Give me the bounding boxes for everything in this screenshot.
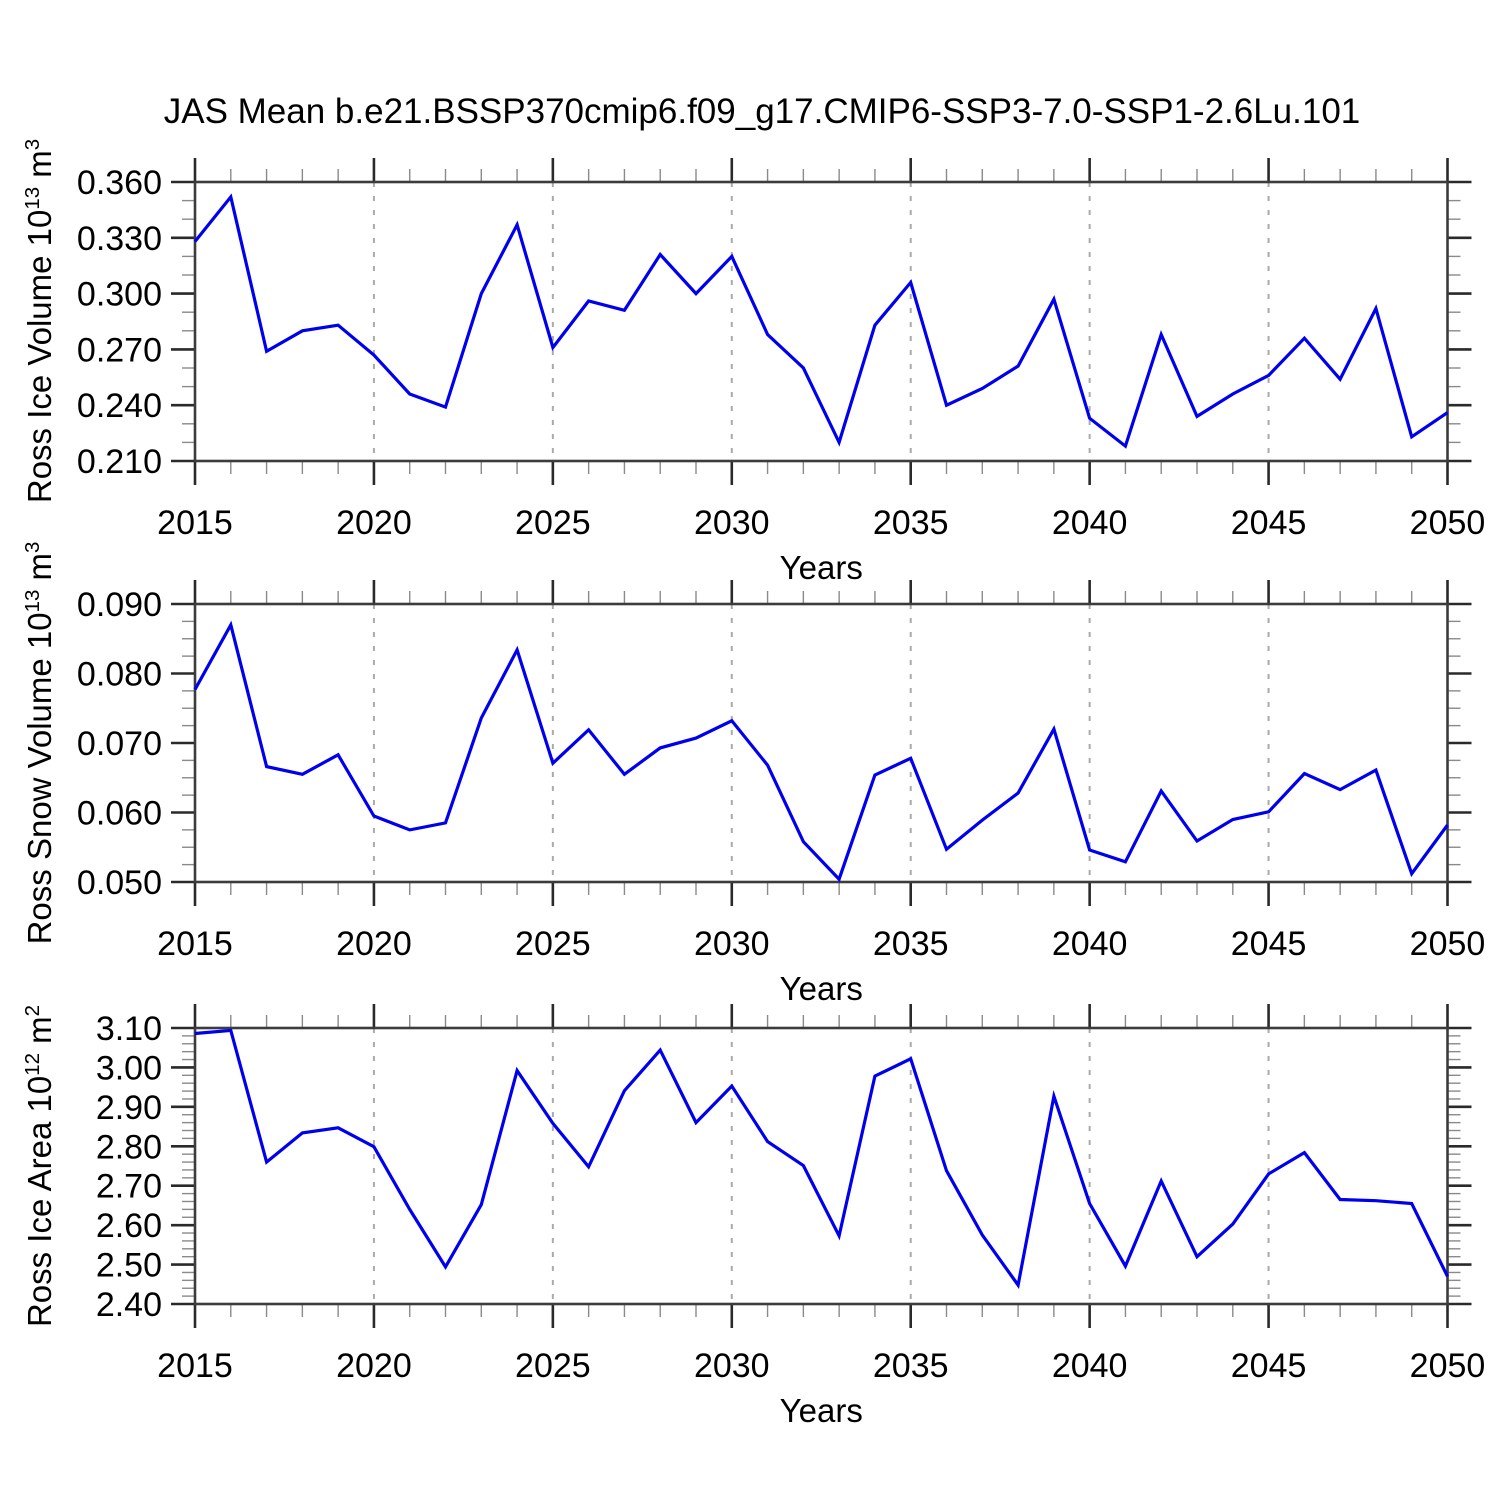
series-line (193, 193, 1449, 449)
plot-frame (193, 1026, 1449, 1306)
plot-frame (193, 602, 1449, 884)
x-tick-label: 2015 (157, 925, 233, 963)
x-tick-label: 2045 (1231, 925, 1307, 963)
x-tick-label: 2015 (157, 504, 233, 542)
y-tick-label: 3.00 (96, 1049, 162, 1087)
y-tick-label: 0.090 (77, 586, 162, 624)
x-tick-label: 2025 (515, 1347, 591, 1385)
x-axis-title: Years (780, 549, 863, 586)
x-tick-label: 2035 (873, 925, 949, 963)
x-tick-label: 2030 (694, 504, 770, 542)
x-tick-label: 2050 (1410, 504, 1486, 542)
x-tick-label: 2040 (1052, 504, 1128, 542)
x-tick-label: 2045 (1231, 1347, 1307, 1385)
x-tick-label: 2020 (336, 1347, 412, 1385)
y-tick-label: 2.70 (96, 1168, 162, 1206)
x-tick-label: 2020 (336, 925, 412, 963)
y-tick-label: 0.070 (77, 725, 162, 763)
y-tick-label: 2.50 (96, 1247, 162, 1285)
y-tick-label: 0.080 (77, 656, 162, 694)
x-tick-label: 2040 (1052, 1347, 1128, 1385)
series-line (193, 620, 1449, 883)
y-tick-label: 0.330 (77, 220, 162, 258)
x-tick-label: 2035 (873, 504, 949, 542)
y-tick-label: 0.210 (77, 443, 162, 481)
x-axis-title: Years (780, 1392, 863, 1429)
x-tick-label: 2045 (1231, 504, 1307, 542)
y-tick-label: 0.060 (77, 795, 162, 833)
y-tick-label: 2.80 (96, 1128, 162, 1166)
x-tick-label: 2050 (1410, 925, 1486, 963)
y-tick-label: 2.40 (96, 1286, 162, 1324)
plot-frame (193, 180, 1449, 463)
x-tick-label: 2025 (515, 925, 591, 963)
chart-0: 0.210 0.240 0.270 0.300 0.330 0.360 2015 2020 20… (77, 158, 1485, 586)
y-tick-label: 2.60 (96, 1207, 162, 1245)
x-axis-title: Years (780, 970, 863, 1007)
series-line (194, 1028, 1449, 1290)
x-tick-label: 2040 (1052, 925, 1128, 963)
y-tick-label: 2.90 (96, 1089, 162, 1127)
figure-title: JAS Mean b.e21.BSSP370cmip6.f09_g17.CMIP… (163, 92, 1361, 131)
y-tick-label: 0.050 (77, 864, 162, 902)
y-tick-label: 0.270 (77, 331, 162, 369)
x-tick-label: 2035 (873, 1347, 949, 1385)
y-tick-label: 0.240 (77, 387, 162, 425)
chart-1: 0.050 0.060 0.070 0.080 0.090 2015 2020 2025 203… (77, 580, 1485, 1007)
y-tick-label: 3.10 (96, 1010, 162, 1048)
x-tick-label: 2030 (694, 925, 770, 963)
x-tick-label: 2025 (515, 504, 591, 542)
x-tick-label: 2015 (157, 1347, 233, 1385)
chart-2: 2.402.502.602.702.802.903.003.10 2015 2020… (96, 1004, 1486, 1429)
x-tick-label: 2050 (1410, 1347, 1486, 1385)
x-tick-label: 2030 (694, 1347, 770, 1385)
y-tick-label: 0.300 (77, 276, 162, 314)
x-tick-label: 2020 (336, 504, 412, 542)
y-tick-label: 0.360 (77, 164, 162, 202)
